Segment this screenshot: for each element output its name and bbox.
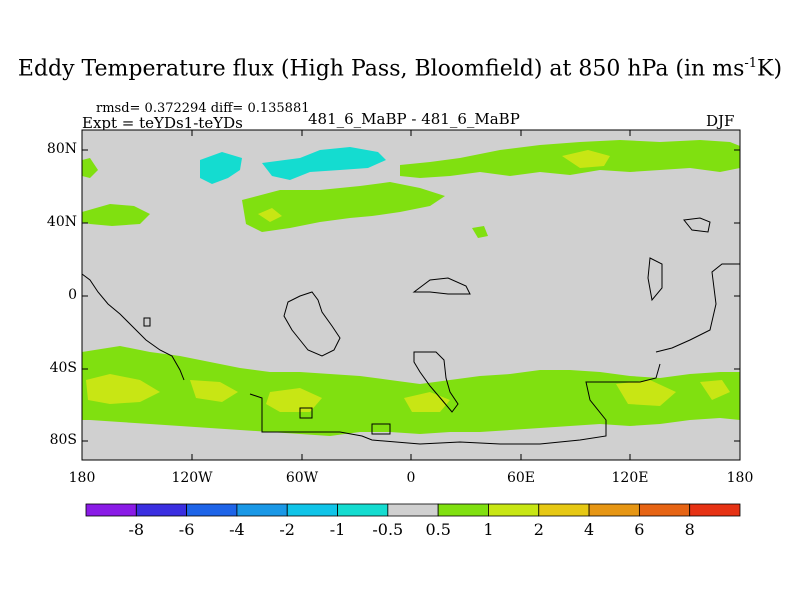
colorbar-label: -8 bbox=[128, 520, 145, 539]
coast-island-1 bbox=[299, 407, 313, 419]
colorbar-label: 1 bbox=[483, 520, 494, 539]
y-tick-label: 0 bbox=[68, 287, 77, 303]
colorbar-label: -1 bbox=[329, 520, 346, 539]
coast-east-rim bbox=[655, 263, 740, 353]
region-neg-west bbox=[200, 152, 242, 184]
colorbar-swatch bbox=[337, 503, 389, 517]
region-yellow-north bbox=[562, 150, 610, 168]
colorbar-swatch bbox=[588, 503, 640, 517]
colorbar-swatch bbox=[638, 503, 691, 517]
map-panel bbox=[81, 129, 741, 461]
colorbar-swatch bbox=[689, 503, 741, 517]
region-pos-mid-lat bbox=[242, 182, 445, 232]
coast-africa bbox=[413, 351, 459, 413]
coast-antarctica bbox=[249, 363, 661, 445]
colorbar-label: 8 bbox=[684, 520, 695, 539]
x-tick-label: 180 bbox=[726, 470, 754, 486]
colorbar-swatch bbox=[488, 503, 540, 517]
region-yellow-mid bbox=[258, 208, 282, 222]
coast-island-3 bbox=[683, 217, 711, 233]
colorbar-swatch bbox=[236, 503, 288, 517]
colorbar-swatch bbox=[186, 503, 238, 517]
x-tick-label: 60E bbox=[506, 470, 536, 486]
region-yellow-south-4 bbox=[404, 392, 450, 412]
colorbar-label: 2 bbox=[533, 520, 544, 539]
region-neg-east bbox=[262, 147, 386, 180]
coastlines bbox=[81, 217, 740, 445]
colorbar-label: 6 bbox=[634, 520, 645, 539]
x-tick-label: 120W bbox=[171, 470, 213, 486]
coast-east-asia bbox=[647, 257, 663, 302]
y-tick-label: 80N bbox=[46, 141, 77, 157]
colorbar-label: -6 bbox=[178, 520, 195, 539]
coast-island-2 bbox=[371, 423, 391, 435]
colorbar-label: -0.5 bbox=[372, 520, 404, 539]
region-pos-blob bbox=[472, 226, 488, 238]
experiment-label: Expt = teYDs1-teYDs bbox=[82, 114, 243, 132]
region-pos-north-left bbox=[82, 158, 98, 178]
colorbar-swatch bbox=[387, 503, 439, 517]
region-yellow-south-5 bbox=[616, 380, 676, 406]
colorbar-label: -2 bbox=[279, 520, 295, 539]
colorbar-label: -4 bbox=[229, 520, 245, 539]
colorbar-label: 0.5 bbox=[425, 520, 451, 539]
y-tick-label: 40S bbox=[49, 360, 77, 376]
x-tick-label: 180 bbox=[68, 470, 96, 486]
region-pos-south-band bbox=[82, 346, 740, 436]
colorbar-swatch bbox=[286, 503, 338, 517]
colorbar-swatch bbox=[135, 503, 188, 517]
season-label: DJF bbox=[706, 112, 735, 130]
colorbar-label: 4 bbox=[584, 520, 595, 539]
region-yellow-south-6 bbox=[700, 380, 730, 400]
axis-ticks bbox=[81, 130, 741, 460]
coast-west-edge bbox=[81, 273, 185, 381]
region-yellow-south-1 bbox=[86, 374, 160, 404]
colorbar-swatch bbox=[85, 503, 137, 517]
region-yellow-south-2 bbox=[190, 380, 238, 402]
coast-island-4 bbox=[143, 317, 151, 327]
run-label: 481_6_MaBP - 481_6_MaBP bbox=[308, 110, 520, 128]
x-tick-label: 0 bbox=[406, 470, 416, 486]
figure-title: Eddy Temperature flux (High Pass, Bloomf… bbox=[17, 56, 783, 82]
coast-arabia-strip bbox=[412, 277, 471, 295]
y-tick-label: 40N bbox=[46, 214, 77, 230]
colorbar bbox=[85, 503, 741, 517]
colorbar-swatch bbox=[437, 503, 489, 517]
x-tick-label: 120E bbox=[611, 470, 649, 486]
stats-text: rmsd= 0.372294 diff= 0.135881 bbox=[96, 101, 310, 116]
coast-south-america bbox=[283, 291, 341, 357]
x-tick-label: 60W bbox=[285, 470, 319, 486]
y-tick-label: 80S bbox=[49, 432, 77, 448]
region-yellow-south-3 bbox=[266, 388, 322, 412]
region-pos-40n-left bbox=[82, 204, 150, 226]
colorbar-swatch bbox=[538, 503, 590, 517]
